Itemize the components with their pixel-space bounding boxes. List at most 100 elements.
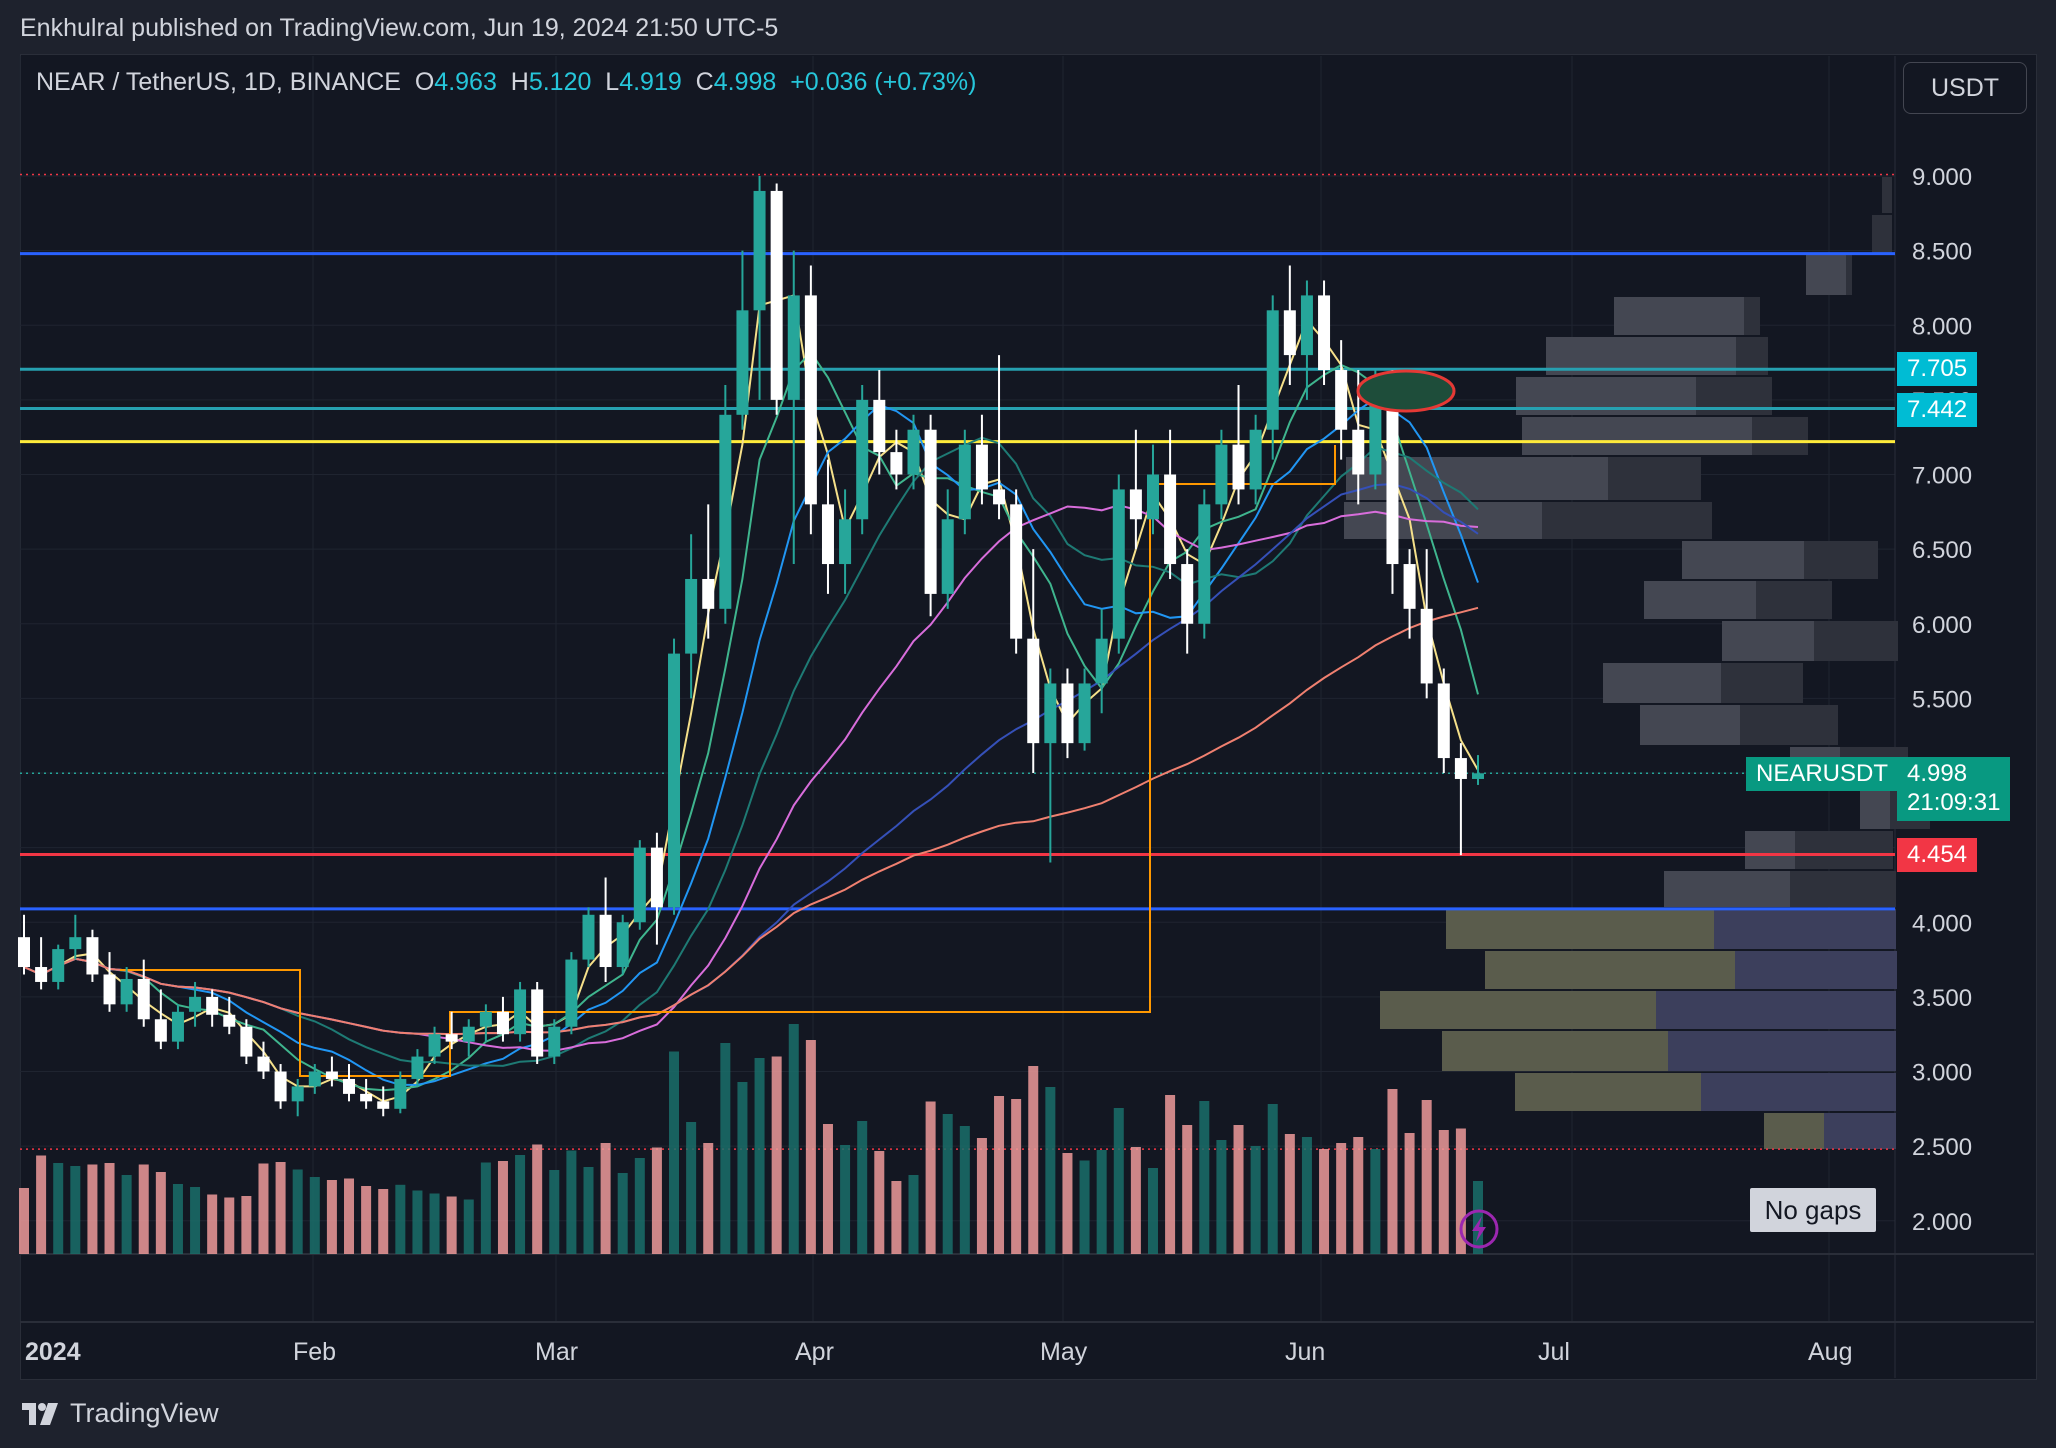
- candle-body: [1198, 504, 1211, 624]
- price-tick-label: 5.500: [1912, 686, 1972, 713]
- profile-row-value: [1603, 663, 1721, 703]
- volume-bar: [309, 1177, 320, 1254]
- volume-bar: [258, 1163, 269, 1254]
- volume-bar: [497, 1161, 508, 1254]
- profile-row-value: [1485, 951, 1735, 989]
- currency-button[interactable]: USDT: [1903, 62, 2027, 114]
- candle-body: [462, 1026, 475, 1042]
- profile-row-value: [1860, 791, 1890, 829]
- volume-bar: [1045, 1087, 1056, 1254]
- candle-body: [907, 429, 920, 475]
- price-tick-label: 8.500: [1912, 239, 1972, 266]
- volume-bar: [600, 1143, 611, 1254]
- candle-body: [873, 399, 886, 453]
- candle-body: [565, 959, 578, 1027]
- volume-bar: [1284, 1134, 1295, 1254]
- volume-bar: [1113, 1108, 1124, 1254]
- profile-row-value: [1522, 417, 1752, 455]
- volume-bar: [378, 1189, 389, 1254]
- candle-body: [702, 578, 715, 609]
- candle-body: [35, 967, 48, 982]
- candle-body: [599, 914, 612, 968]
- candle-body: [993, 489, 1006, 505]
- profile-row: [1872, 215, 1892, 253]
- volume-bar: [651, 1147, 662, 1254]
- volume-bar: [754, 1058, 765, 1254]
- candle-body: [1249, 429, 1262, 490]
- brand-text: TradingView: [70, 1398, 219, 1428]
- price-tag-level-1: 7.705: [1897, 352, 1978, 386]
- highlight-circle: [1356, 369, 1456, 413]
- volume-bar: [1216, 1140, 1227, 1254]
- candle-body: [787, 295, 800, 400]
- horizontal-levels: [20, 173, 1895, 1150]
- candle-body: [1027, 638, 1040, 744]
- volume-bar: [532, 1144, 543, 1254]
- candle-body: [1129, 489, 1142, 520]
- volume-bar: [87, 1164, 98, 1254]
- volume-bar: [207, 1194, 218, 1254]
- price-tag-level-2: 7.442: [1897, 393, 1978, 427]
- price-tick-label: 9.000: [1912, 164, 1972, 191]
- countdown: 21:09:31: [1907, 789, 2001, 816]
- low-label: L: [605, 68, 620, 96]
- candle-body: [496, 1011, 509, 1035]
- candle-body: [360, 1093, 373, 1102]
- price-tick-label: 8.000: [1912, 313, 1972, 340]
- candle-body: [753, 190, 766, 311]
- symbol-legend: NEAR / TetherUS, 1D, BINANCE O4.963 H5.1…: [36, 68, 976, 97]
- candle-body: [685, 578, 698, 654]
- volume-bar: [344, 1178, 355, 1254]
- moving-average-line: [23, 504, 1479, 1052]
- candle-body: [514, 989, 527, 1035]
- time-tick-label: Apr: [795, 1338, 834, 1366]
- volume-bar: [275, 1162, 286, 1254]
- candle-body: [839, 519, 852, 565]
- candle-body: [975, 444, 988, 490]
- price-tag-last: 4.998 21:09:31: [1897, 757, 2011, 821]
- volume-bar: [190, 1187, 201, 1254]
- volume-bar: [224, 1197, 235, 1254]
- high-value: 5.120: [528, 68, 592, 96]
- footer-brand[interactable]: TradingView: [22, 1398, 219, 1429]
- candle-body: [770, 190, 783, 400]
- candle-body: [941, 519, 954, 594]
- volume-profile: [1344, 177, 1930, 1149]
- candle-body: [257, 1056, 270, 1072]
- volume-bar: [1336, 1143, 1347, 1254]
- candle-body: [18, 937, 30, 968]
- time-tick-label: Mar: [535, 1338, 578, 1366]
- candle-body: [1437, 683, 1450, 759]
- candle-body: [1232, 444, 1245, 490]
- volume-bar: [104, 1163, 115, 1254]
- volume-bar: [463, 1199, 474, 1254]
- lightning-icon[interactable]: [1459, 1209, 1499, 1249]
- volume-bar: [292, 1169, 303, 1254]
- price-tag-symbol: NEARUSDT: [1746, 757, 1899, 791]
- moving-average-line: [23, 482, 1479, 1036]
- profile-row: [1882, 177, 1892, 213]
- volume-bar: [840, 1145, 851, 1254]
- volume-bar: [1096, 1150, 1107, 1254]
- moving-average-line: [23, 351, 1479, 1092]
- volume-bar: [429, 1193, 440, 1254]
- profile-row-value: [1682, 541, 1804, 579]
- candle-body: [1078, 683, 1091, 744]
- candle-body: [924, 429, 937, 594]
- volume-bar: [1130, 1147, 1141, 1254]
- profile-row-value: [1515, 1073, 1701, 1111]
- candle-body: [1181, 564, 1194, 624]
- candle-body: [1403, 564, 1416, 609]
- candle-body: [223, 1014, 236, 1027]
- candle-body: [1335, 370, 1348, 430]
- profile-row-value: [1640, 705, 1740, 745]
- candle-body: [445, 1034, 458, 1042]
- volume-bar: [549, 1170, 560, 1254]
- volume-bar: [566, 1150, 577, 1254]
- candle-body: [1283, 310, 1296, 356]
- close-label: C: [695, 68, 714, 96]
- volume-bar: [1353, 1137, 1364, 1254]
- volume-bar: [361, 1186, 372, 1254]
- volume-bar: [976, 1138, 987, 1254]
